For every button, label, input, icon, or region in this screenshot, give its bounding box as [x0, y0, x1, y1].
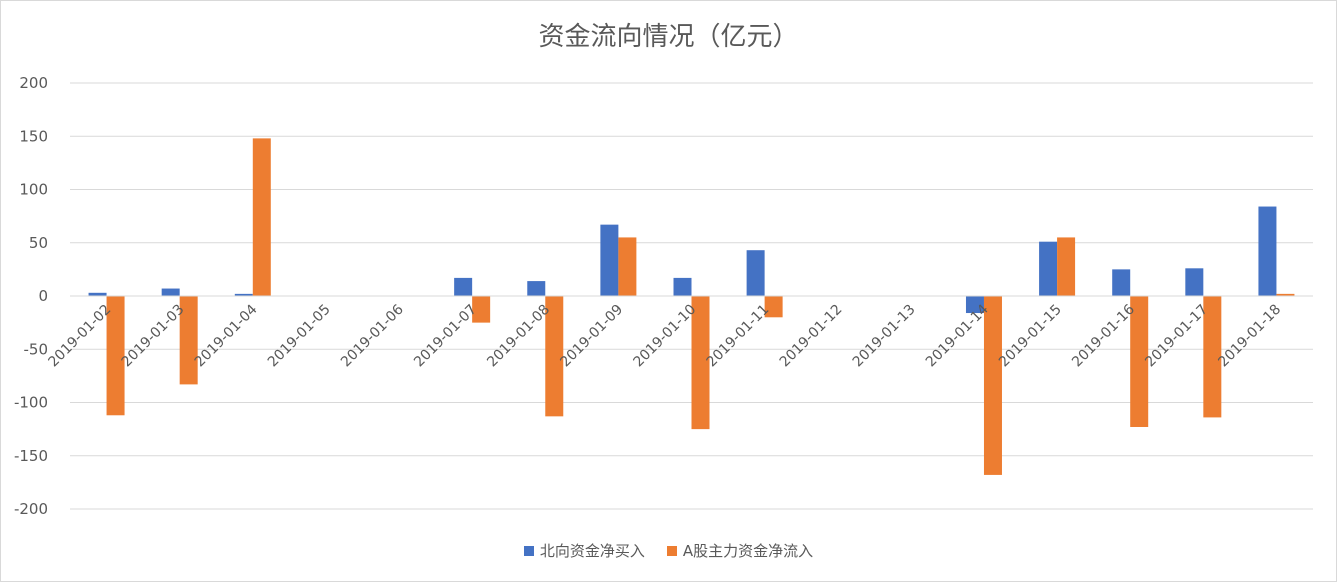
- y-tick-label: 150: [19, 127, 48, 145]
- y-tick-label: -50: [24, 340, 49, 358]
- legend-swatch-northbound: [523, 545, 534, 556]
- bar-northbound: [88, 292, 107, 296]
- legend-swatch-main-fund: [666, 545, 677, 556]
- y-tick-label: -200: [14, 500, 48, 518]
- bar-northbound: [673, 277, 692, 296]
- x-tick-label: 2019-01-11: [704, 302, 773, 371]
- x-tick-label: 2019-01-06: [338, 301, 407, 370]
- bar-main-fund: [691, 296, 710, 430]
- bar-main-fund: [983, 296, 1002, 475]
- legend-label-northbound: 北向资金净买入: [539, 542, 645, 560]
- bar-northbound: [161, 288, 180, 296]
- x-tick-label: 2019-01-10: [630, 302, 699, 371]
- x-tick-label: 2019-01-08: [484, 302, 553, 371]
- x-tick-label: 2019-01-14: [923, 301, 992, 370]
- bar-northbound: [454, 277, 473, 296]
- x-tick-label: 2019-01-03: [119, 302, 188, 371]
- bar-northbound: [965, 296, 984, 314]
- x-tick-label: 2019-01-12: [777, 302, 846, 371]
- bar-northbound: [600, 224, 619, 296]
- y-tick-label: 100: [19, 181, 48, 199]
- x-tick-label: 2019-01-04: [192, 301, 261, 370]
- x-tick-label: 2019-01-15: [996, 302, 1065, 371]
- x-tick-label: 2019-01-07: [411, 302, 480, 371]
- bar-northbound: [527, 281, 546, 296]
- bar-northbound: [1039, 241, 1058, 296]
- bar-main-fund: [1276, 293, 1295, 296]
- bar-main-fund: [1057, 237, 1076, 296]
- y-tick-label: 200: [19, 74, 48, 92]
- bar-northbound: [234, 293, 253, 296]
- legend: 北向资金净买入 A股主力资金净流入: [0, 540, 1337, 561]
- x-tick-label: 2019-01-02: [46, 302, 115, 371]
- x-tick-label: 2019-01-17: [1142, 302, 1211, 371]
- y-tick-label: 50: [29, 234, 48, 252]
- bar-main-fund: [472, 296, 491, 323]
- bar-main-fund: [1203, 296, 1222, 418]
- bar-main-fund: [618, 237, 637, 296]
- bar-main-fund: [545, 296, 564, 417]
- chart-title: 资金流向情况（亿元）: [538, 22, 799, 52]
- x-tick-label: 2019-01-13: [850, 302, 919, 371]
- x-tick-label: 2019-01-16: [1069, 301, 1138, 370]
- bar-main-fund: [764, 296, 783, 318]
- legend-item-main-fund: A股主力资金净流入: [666, 540, 814, 561]
- bar-main-fund: [106, 296, 125, 416]
- bar-northbound: [1258, 206, 1277, 296]
- bar-northbound: [746, 250, 765, 296]
- y-tick-label: -150: [14, 447, 48, 465]
- bar-northbound: [1112, 269, 1131, 296]
- bar-main-fund: [252, 138, 271, 296]
- legend-label-main-fund: A股主力资金净流入: [682, 542, 814, 560]
- x-tick-label: 2019-01-18: [1215, 302, 1284, 371]
- y-tick-label: 0: [38, 287, 48, 305]
- x-tick-label: 2019-01-05: [265, 302, 334, 371]
- x-tick-label: 2019-01-09: [557, 302, 626, 371]
- bar-northbound: [1185, 268, 1204, 296]
- legend-item-northbound: 北向资金净买入: [523, 540, 645, 561]
- bar-main-fund: [179, 296, 198, 385]
- bar-main-fund: [1130, 296, 1149, 427]
- y-tick-label: -100: [14, 394, 48, 412]
